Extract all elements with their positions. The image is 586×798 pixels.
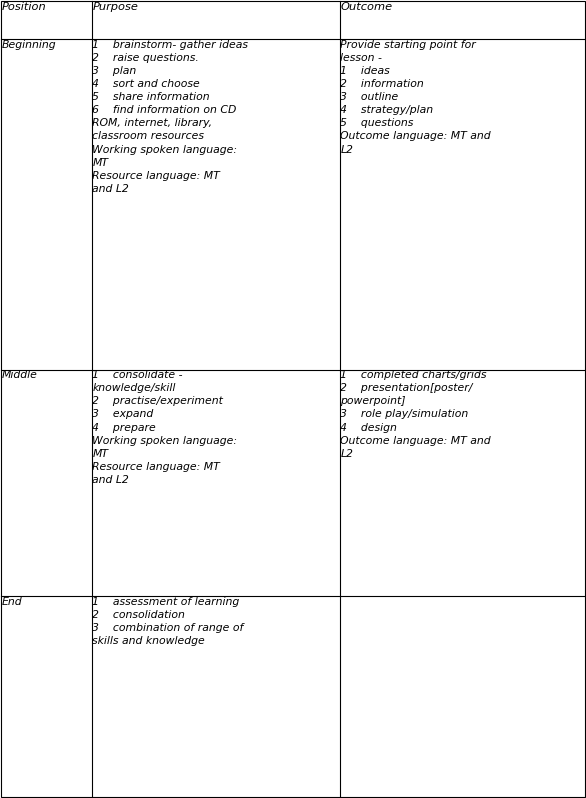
- Text: Purpose: Purpose: [92, 2, 138, 12]
- Text: 1    assessment of learning
2    consolidation
3    combination of range of
skil: 1 assessment of learning 2 consolidation…: [92, 597, 244, 646]
- Text: End: End: [2, 597, 22, 607]
- Text: 1    brainstorm- gather ideas
2    raise questions.
3    plan
4    sort and choo: 1 brainstorm- gather ideas 2 raise quest…: [92, 40, 248, 194]
- Text: Position: Position: [2, 2, 46, 12]
- Text: Middle: Middle: [2, 370, 38, 381]
- Text: 1    consolidate -
knowledge/skill
2    practise/experiment
3    expand
4    pre: 1 consolidate - knowledge/skill 2 practi…: [92, 370, 237, 484]
- Text: Beginning: Beginning: [2, 40, 56, 50]
- Text: Outcome: Outcome: [340, 2, 393, 12]
- Text: Provide starting point for
lesson -
1    ideas
2    information
3    outline
4  : Provide starting point for lesson - 1 id…: [340, 40, 491, 155]
- Text: 1    completed charts/grids
2    presentation[poster/
powerpoint]
3    role play: 1 completed charts/grids 2 presentation[…: [340, 370, 491, 459]
